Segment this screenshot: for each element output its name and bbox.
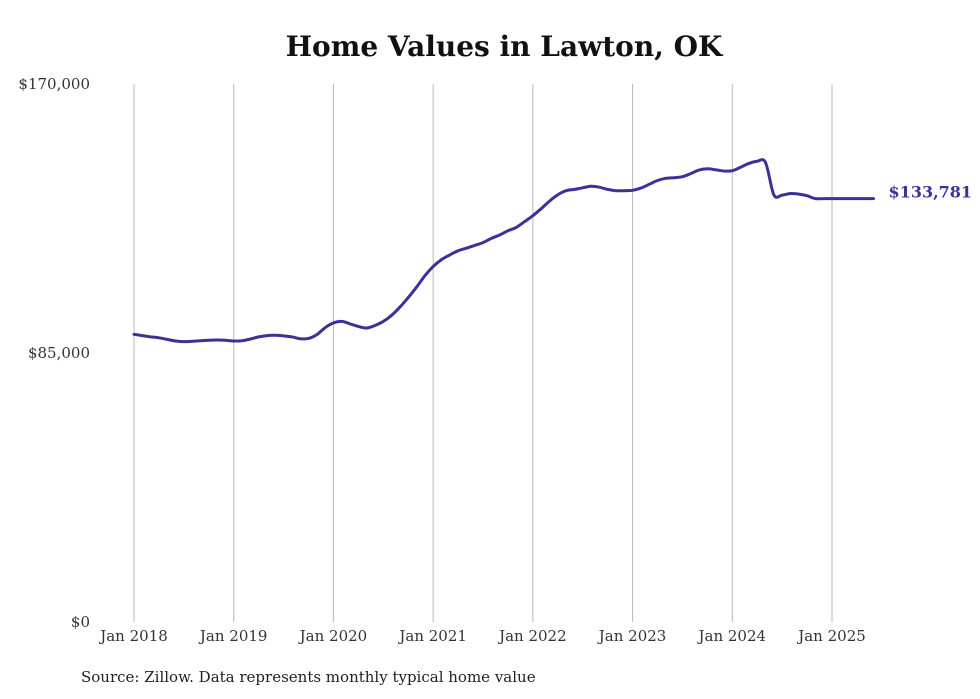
end-label-layer: $133,781: [889, 183, 973, 202]
x-tick-label: Jan 2024: [697, 627, 767, 645]
x-tick-label: Jan 2025: [796, 627, 866, 645]
y-tick-label: $0: [71, 613, 90, 631]
series-line: [132, 158, 875, 344]
chart-title: Home Values in Lawton, OK: [285, 30, 723, 63]
source-note: Source: Zillow. Data represents monthly …: [81, 668, 536, 686]
x-axis: Jan 2018 Jan 2019 Jan 2020 Jan 2021 Jan 2022…: [98, 627, 866, 645]
x-tick-label: Jan 2021: [397, 627, 467, 645]
y-tick-label: $85,000: [28, 344, 90, 362]
series-layer: [132, 158, 875, 344]
end-value-label: $133,781: [889, 183, 973, 202]
y-axis: $0 $85,000 $170,000: [18, 75, 90, 631]
y-tick-label: $170,000: [18, 75, 90, 93]
gridlines: [133, 84, 833, 622]
x-tick-label: Jan 2023: [597, 627, 667, 645]
x-tick-label: Jan 2020: [298, 627, 368, 645]
x-tick-label: Jan 2022: [497, 627, 567, 645]
x-tick-label: Jan 2019: [198, 627, 268, 645]
x-tick-label: Jan 2018: [98, 627, 168, 645]
